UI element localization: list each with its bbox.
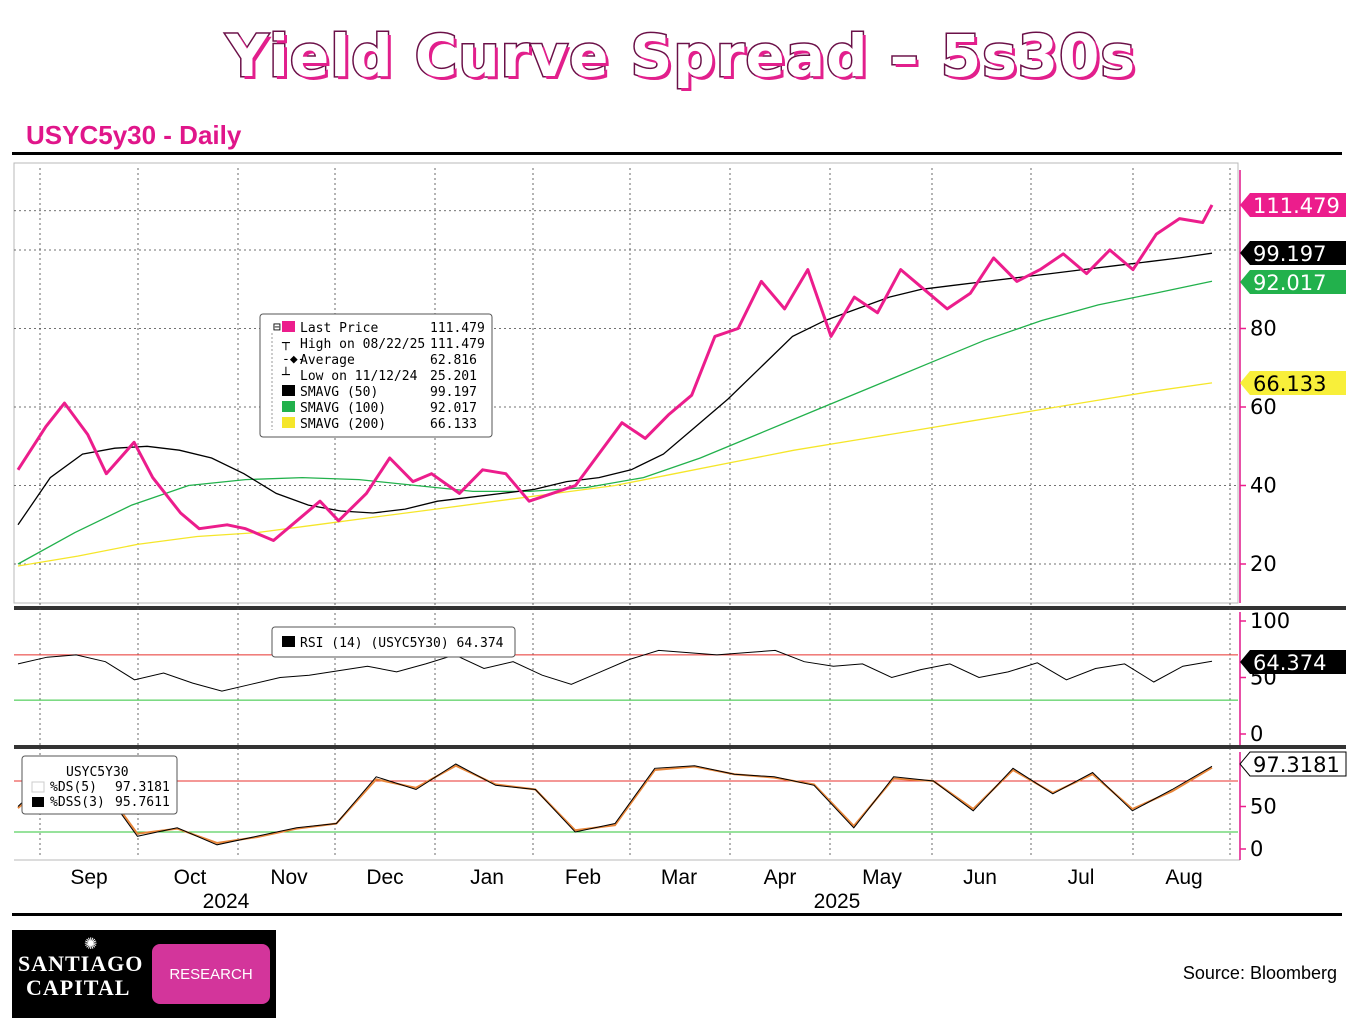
rsi-series [17,649,1213,692]
legend-swatch-sma200 [282,417,295,428]
month-label: Feb [565,866,601,889]
legend-value: 111.479 [430,321,485,336]
rsi-tag: 64.374 [1240,650,1346,675]
legend-swatch-rsi [282,636,295,647]
legend-marker-low: ┴ [281,366,290,383]
month-label: Mar [661,866,697,889]
reference-lines [14,654,1238,833]
main-y-tick: 80 [1250,317,1277,341]
logo-text: SANTIAGO CAPITAL [18,952,143,1000]
legend-label: SMAVG (100) [300,401,386,416]
year-label: 2025 [814,890,861,913]
legend-swatch-sma50 [282,385,295,396]
month-label: Oct [174,866,207,889]
bottom-divider [12,913,1342,916]
legend-value: 97.3181 [115,780,170,795]
legend-label: Last Price [300,321,378,336]
research-badge: RESEARCH [152,944,270,1004]
sma200-tag: 66.133 [1240,371,1346,396]
month-label: Aug [1165,866,1202,889]
legend-marker-high: ┬ [281,336,290,351]
last-price-tag-text: 111.479 [1253,194,1340,218]
rsi-legend-label: RSI (14) (USYC5Y30) 64.374 [300,636,504,651]
legend-label: Average [300,353,355,368]
rsi-line [17,649,1213,692]
month-label: Sep [70,866,107,889]
source-note: Source: Bloomberg [1182,963,1337,983]
stoch-tag-text: 97.3181 [1253,753,1340,777]
month-label: Dec [366,866,403,889]
sma100-line [17,280,1213,565]
legend-marker-avg: -◆- [282,352,305,367]
legend-label: High on 08/22/25 [300,337,425,352]
sma50-tag: 99.197 [1240,241,1346,266]
sma200-line [17,382,1213,567]
x-tick-labels: Sep Oct Nov Dec Jan Feb Mar Apr May Jun Jul Aug 2024… [70,866,1202,913]
legend-label: Low on 11/12/24 [300,369,418,384]
sma100-tag: 92.017 [1240,270,1346,295]
legend-label: %DS(5) [50,780,97,795]
legend-swatch-dss [32,797,44,807]
sma50-tag-text: 99.197 [1253,242,1326,266]
sma200-tag-text: 66.133 [1253,372,1326,396]
panel-separator [14,745,1346,749]
stoch-y-tick: 0 [1250,837,1263,861]
sma100-tag-text: 92.017 [1253,271,1326,295]
legend-swatch-last [282,321,295,332]
legend-value: 111.479 [430,337,485,352]
rsi-y-tick: 0 [1250,722,1263,746]
stoch-y-tick: 50 [1250,795,1277,819]
main-panel-frame [13,162,1239,604]
month-label: Apr [764,866,797,889]
legend-value: 25.201 [430,369,477,384]
legend-value: 99.197 [430,385,477,400]
chart-subtitle: USYC5y30 - Daily [26,120,242,150]
main-y-tick: 20 [1250,552,1277,576]
legend-value: 95.7611 [115,795,170,810]
dss-line [17,764,1213,845]
main-series [16,204,1214,567]
month-label: Jun [963,866,997,889]
rsi-y-tick: 100 [1250,609,1290,633]
logo-line1: SANTIAGO [18,951,144,976]
rsi-legend: RSI (14) (USYC5Y30) 64.374 [271,626,516,658]
panel-separator [14,606,1346,610]
main-y-tick: 40 [1250,474,1277,498]
logo-line2: CAPITAL [26,975,131,1000]
stoch-legend: USYC5Y30 %DS(5) 97.3181 %DSS(3) 95.7611 [21,755,178,815]
main-legend: ⊟ ┬ -◆- ┴ Last Price 111.479 High on 08/… [259,313,493,438]
legend-value: 92.017 [430,401,477,416]
legend-label: %DSS(3) [50,795,105,810]
company-logo: ✺ SANTIAGO CAPITAL RESEARCH [12,930,276,1018]
month-label: May [862,866,902,889]
month-label: Jan [470,866,504,889]
legend-label: SMAVG (50) [300,385,378,400]
shell-icon: ✺ [84,934,98,953]
legend-label: SMAVG (200) [300,417,386,432]
main-y-tick: 60 [1250,395,1277,419]
legend-value: 62.816 [430,353,477,368]
top-divider [12,152,1342,155]
month-label: Jul [1068,866,1095,889]
page-title: Yield Curve Spread – 5s30s [225,21,1137,92]
ds-line [17,763,1213,846]
month-label: Nov [270,866,308,889]
rsi-tag-text: 64.374 [1253,651,1326,675]
stoch-series [17,763,1213,846]
stoch-legend-title: USYC5Y30 [66,765,129,780]
legend-swatch-sma100 [282,401,295,412]
grid-lines [14,168,1238,858]
last-price-line [16,204,1214,542]
last-price-tag: 111.479 [1240,193,1346,218]
stoch-tag: 97.3181 [1239,751,1347,777]
legend-value: 66.133 [430,417,477,432]
legend-marker-last: ⊟ [273,320,281,335]
year-label: 2024 [203,890,250,913]
legend-swatch-ds [31,781,45,793]
